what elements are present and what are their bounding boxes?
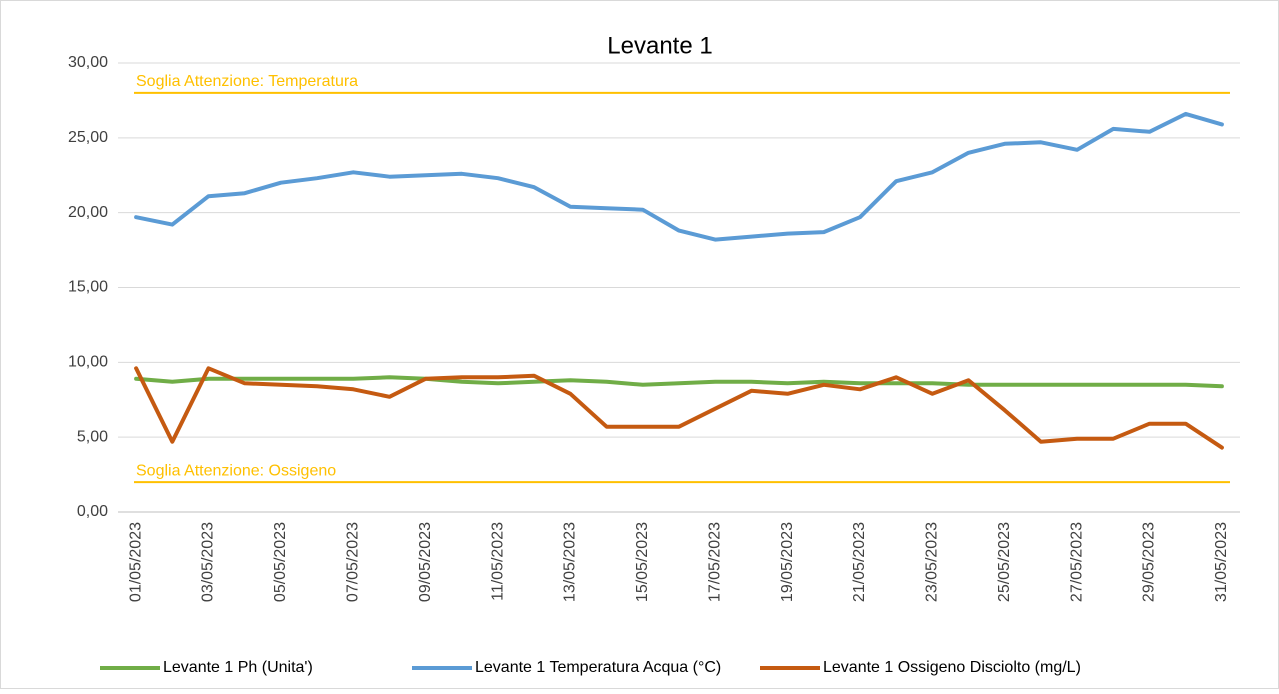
x-tick-label: 21/05/2023 [851,522,868,602]
x-tick-label: 01/05/2023 [127,522,144,602]
x-tick-label: 13/05/2023 [562,522,579,602]
x-tick-label: 17/05/2023 [706,522,723,602]
x-tick-label: 03/05/2023 [200,522,217,602]
series-line [134,366,1224,450]
y-tick-label: 10,00 [68,354,108,371]
threshold-label: Soglia Attenzione: Ossigeno [136,462,336,479]
x-tick-label: 05/05/2023 [272,522,289,602]
x-tick-label: 15/05/2023 [634,522,651,602]
y-tick-label: 25,00 [68,129,108,146]
legend-label: Levante 1 Ossigeno Disciolto (mg/L) [823,659,1081,676]
x-tick-label: 27/05/2023 [1068,522,1085,602]
y-tick-label: 30,00 [68,54,108,71]
x-tick-label: 09/05/2023 [417,522,434,602]
x-tick-label: 11/05/2023 [489,522,506,601]
x-tick-label: 25/05/2023 [996,522,1013,602]
y-tick-label: 20,00 [68,204,108,221]
y-tick-label: 5,00 [77,428,108,445]
series-line [134,111,1224,242]
x-tick-label: 23/05/2023 [924,522,941,602]
x-tick-label: 07/05/2023 [344,522,361,602]
threshold-label: Soglia Attenzione: Temperatura [136,73,358,90]
x-tick-label: 31/05/2023 [1213,522,1230,602]
x-tick-label: 19/05/2023 [779,522,796,602]
chart-title: Levante 1 [607,32,712,59]
series-line [134,375,1224,389]
y-tick-label: 0,00 [77,503,108,520]
x-tick-label: 29/05/2023 [1141,522,1158,602]
legend-label: Levante 1 Ph (Unita') [163,659,313,676]
legend-label: Levante 1 Temperatura Acqua (°C) [475,659,721,676]
y-tick-label: 15,00 [68,279,108,296]
